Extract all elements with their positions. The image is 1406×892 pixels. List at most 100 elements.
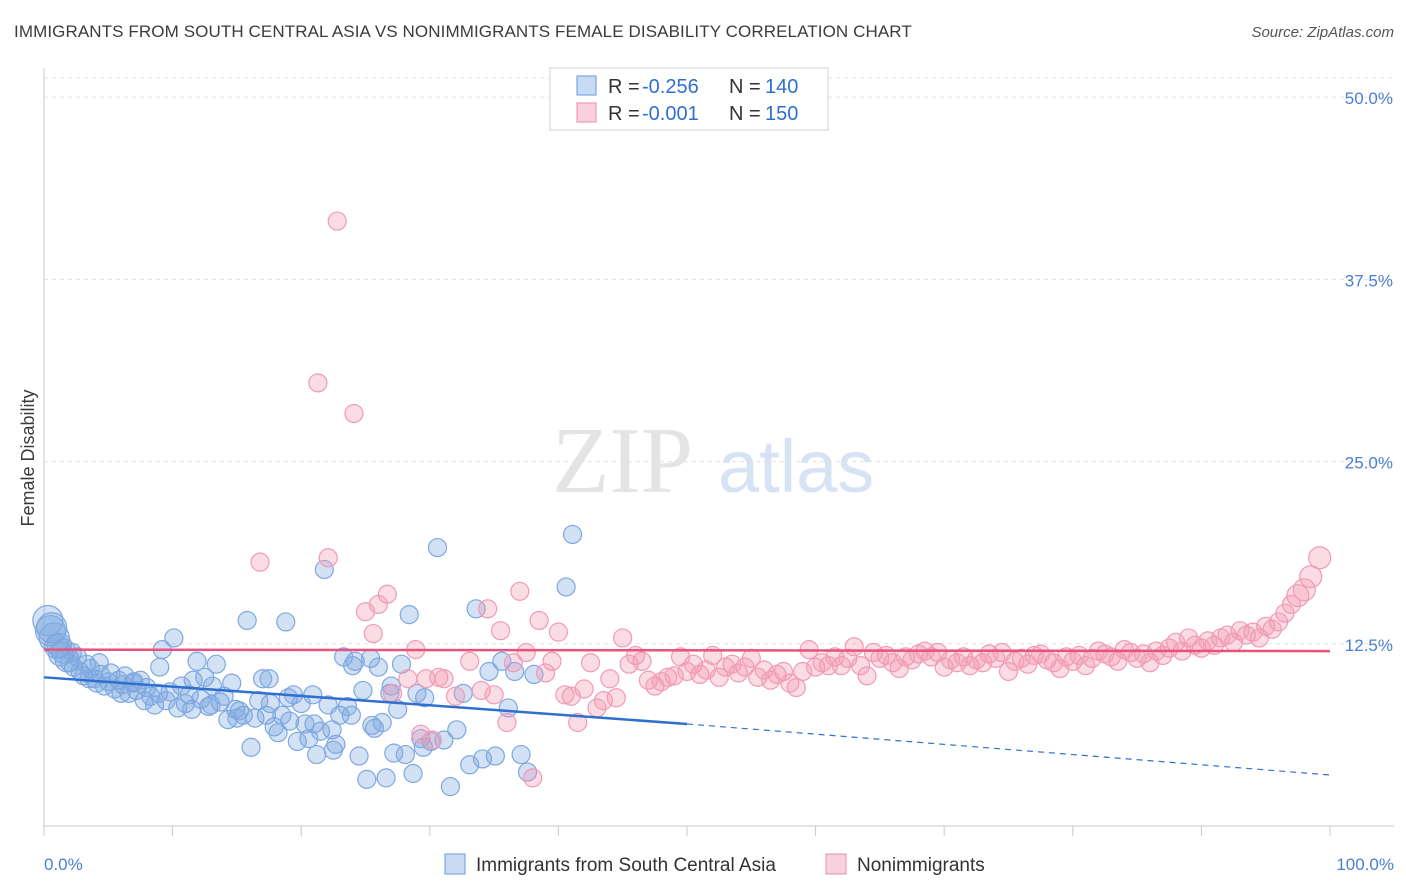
nonimmigrants-point-22 — [490, 621, 511, 641]
immigrants-point-124 — [79, 669, 99, 689]
nonimmigrants-point-147 — [1292, 578, 1316, 602]
immigrants-point-73 — [307, 744, 327, 765]
stats-legend: R = -0.256 N = 140 R = -0.001 N = 150 — [549, 67, 829, 131]
nonimmigrants-point-14 — [422, 730, 442, 750]
bottom-legend-label-nonimmigrants: Nonimmigrants — [857, 855, 985, 876]
nonimmigrants-point-48 — [658, 667, 678, 687]
immigrants-point-55 — [237, 610, 257, 631]
nonimmigrants-point-34 — [568, 712, 588, 733]
series-legend: Immigrants from South Central Asia Nonim… — [444, 853, 985, 876]
legend-r-value-1: -0.256 — [642, 76, 699, 98]
immigrants-point-42 — [187, 651, 207, 671]
legend-r-label-1: R = — [608, 76, 640, 98]
immigrants-point-133 — [278, 688, 298, 708]
immigrants-point-40 — [179, 685, 199, 705]
source-label: Source: ZipAtlas.com — [1251, 24, 1394, 41]
immigrants-point-117 — [517, 762, 538, 782]
legend-swatch-blue — [576, 75, 597, 96]
nonimmigrants-point-63 — [754, 660, 774, 680]
nonimmigrants-point-78 — [851, 656, 871, 676]
trend-line-immigrants — [43, 676, 688, 726]
immigrants-point-64 — [272, 705, 292, 725]
immigrants-point-112 — [485, 746, 505, 766]
immigrants-point-75 — [314, 559, 334, 580]
watermark-zip: ZIP — [552, 409, 693, 513]
immigrants-point-103 — [427, 537, 448, 558]
immigrants-point-138 — [381, 676, 401, 696]
nonimmigrants-point-35 — [574, 679, 594, 699]
immigrants-point-120 — [556, 577, 576, 597]
nonimmigrants-point-0 — [250, 552, 270, 572]
nonimmigrants-point-129 — [1178, 628, 1199, 648]
nonimmigrants-point-19 — [471, 680, 491, 701]
nonimmigrants-point-40 — [606, 688, 626, 708]
immigrants-point-134 — [304, 714, 324, 734]
nonimmigrants-point-12 — [411, 724, 431, 744]
immigrants-point-111 — [479, 661, 499, 682]
x-tick-label-0: 0.0% — [44, 855, 83, 874]
nonimmigrants-point-21 — [484, 685, 504, 705]
immigrants-point-119 — [562, 524, 583, 545]
nonimmigrants-point-44 — [632, 651, 652, 671]
nonimmigrants-point-10 — [398, 669, 418, 689]
nonimmigrants-point-23 — [497, 712, 517, 733]
immigrants-point-123 — [62, 642, 82, 663]
immigrants-point-65 — [276, 612, 296, 632]
nonimmigrants-point-41 — [613, 628, 633, 648]
nonimmigrants-point-69 — [793, 661, 813, 682]
immigrants-point-97 — [399, 605, 419, 625]
immigrants-point-127 — [124, 672, 144, 692]
immigrants-point-82 — [341, 705, 361, 725]
nonimmigrants-point-30 — [542, 651, 562, 671]
y-tick-label-3: 50.0% — [1345, 89, 1393, 108]
trend-line-nonimmigrants — [43, 648, 1331, 653]
legend-n-value-2: 150 — [765, 103, 798, 125]
immigrants-point-109 — [466, 599, 486, 619]
trend-lines — [43, 648, 1331, 776]
nonimmigrants-point-79 — [857, 666, 877, 686]
nonimmigrants-point-3 — [327, 211, 347, 231]
immigrants-point-36 — [164, 628, 184, 648]
immigrants-point-122 — [46, 632, 73, 658]
bottom-legend-swatch-blue — [444, 853, 466, 875]
nonimmigrants-point-68 — [786, 677, 806, 698]
immigrants-point-106 — [447, 720, 467, 740]
immigrants-point-85 — [353, 680, 373, 701]
gridlines — [44, 77, 1394, 645]
nonimmigrants-point-66 — [773, 661, 794, 682]
immigrants-point-132 — [259, 669, 279, 689]
nonimmigrants-point-101 — [998, 661, 1019, 682]
nonimmigrants-point-32 — [555, 685, 575, 705]
nonimmigrants-point-6 — [363, 623, 383, 644]
immigrants-point-59 — [253, 669, 273, 689]
nonimmigrants-point-26 — [516, 642, 536, 663]
y-tick-labels: 12.5% 25.0% 37.5% 50.0% — [1345, 89, 1393, 655]
nonimmigrants-point-18 — [460, 651, 480, 671]
immigrants-point-136 — [343, 656, 363, 676]
immigrants-point-129 — [182, 699, 202, 719]
nonimmigrants-point-39 — [600, 669, 620, 689]
nonimmigrants-point-77 — [844, 637, 864, 657]
nonimmigrants-point-31 — [548, 622, 569, 642]
immigrants-point-104 — [434, 730, 454, 750]
watermark-atlas: atlas — [718, 425, 874, 508]
legend-r-label-2: R = — [608, 103, 640, 125]
legend-n-label-1: N = — [729, 76, 761, 98]
nonimmigrants-point-114 — [1082, 648, 1102, 668]
immigrants-point-84 — [349, 746, 369, 766]
immigrants-point-89 — [368, 657, 388, 677]
immigrants-point-137 — [362, 715, 382, 736]
nonimmigrants-point-27 — [523, 768, 543, 788]
x-ticks — [43, 826, 1331, 836]
y-axis-label: Female Disability — [18, 389, 38, 526]
immigrants-point-72 — [303, 685, 323, 705]
nonimmigrants-point-113 — [1076, 656, 1096, 676]
immigrants-point-105 — [440, 777, 460, 797]
nonimmigrants-point-8 — [377, 584, 397, 604]
immigrants-point-125 — [89, 653, 109, 673]
immigrants-point-56 — [241, 737, 261, 757]
nonimmigrants-point-2 — [318, 548, 338, 568]
bottom-legend-label-immigrants: Immigrants from South Central Asia — [476, 855, 776, 876]
nonimmigrants-point-56 — [709, 667, 729, 687]
